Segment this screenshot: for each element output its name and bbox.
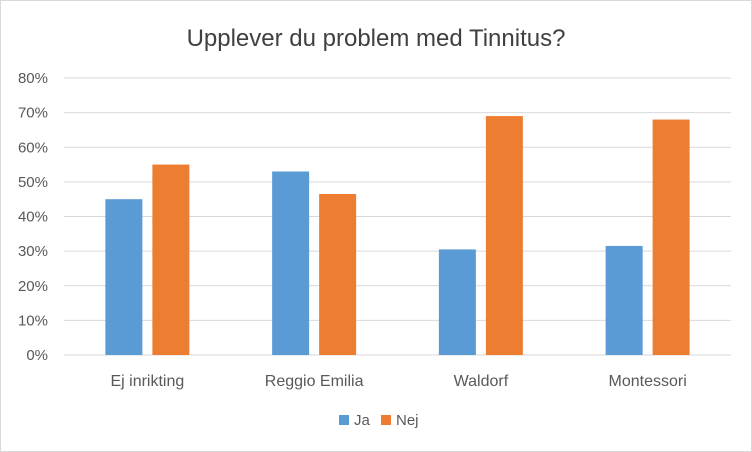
chart-title: Upplever du problem med Tinnitus? <box>187 25 566 52</box>
y-tick-label: 10% <box>18 312 48 329</box>
bars <box>105 116 690 356</box>
y-tick-label: 0% <box>26 347 48 364</box>
bar-nej-3 <box>652 119 690 355</box>
y-tick-label: 50% <box>18 174 48 191</box>
bar-nej-2 <box>485 116 523 356</box>
x-tick-label: Montessori <box>609 373 687 390</box>
y-tick-label: 20% <box>18 278 48 295</box>
legend-label-nej: Nej <box>396 412 419 429</box>
x-axis-ticks: Ej inrikting Reggio Emilia Waldorf Montesso… <box>110 373 686 390</box>
x-tick-label: Ej inrikting <box>110 373 184 390</box>
bar-ja-3 <box>605 245 643 355</box>
bar-ja-1 <box>272 171 310 355</box>
x-tick-label: Waldorf <box>454 373 509 390</box>
bar-ja-0 <box>105 199 143 355</box>
y-axis-ticks: 0% 10% 20% 30% 40% 50% 60% 70% 80% <box>18 70 48 364</box>
y-tick-label: 60% <box>18 139 48 156</box>
x-tick-label: Reggio Emilia <box>265 373 364 390</box>
y-tick-label: 70% <box>18 105 48 122</box>
legend-label-ja: Ja <box>354 412 371 429</box>
y-tick-label: 40% <box>18 209 48 226</box>
bar-nej-1 <box>319 193 357 355</box>
y-tick-label: 80% <box>18 70 48 87</box>
legend-swatch-ja <box>339 415 349 425</box>
y-tick-label: 30% <box>18 243 48 260</box>
legend: Ja Nej <box>339 412 419 429</box>
legend-swatch-nej <box>381 415 391 425</box>
bar-nej-0 <box>152 164 190 355</box>
bar-ja-2 <box>438 249 476 355</box>
